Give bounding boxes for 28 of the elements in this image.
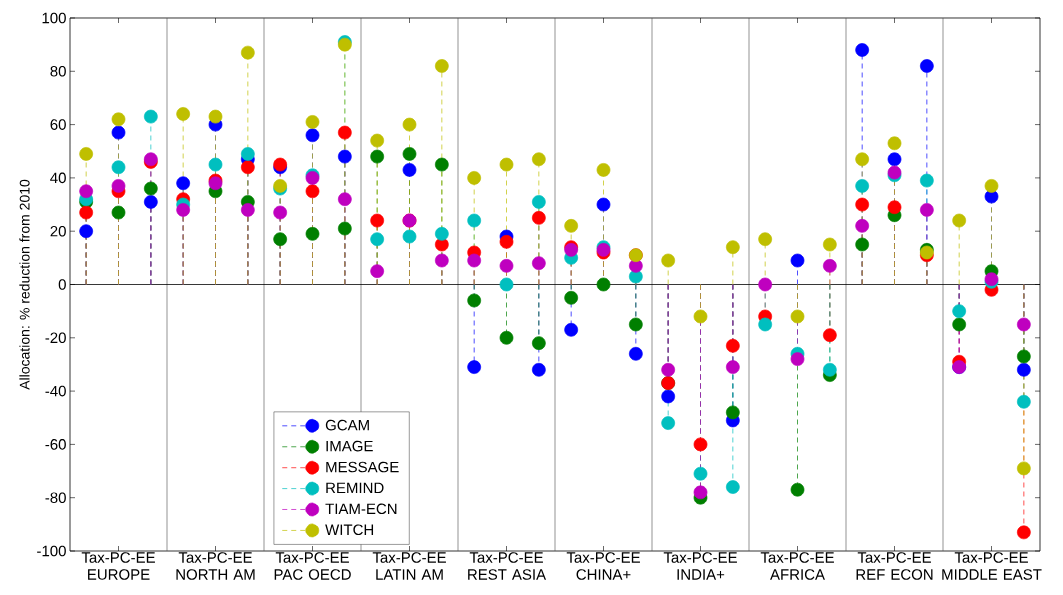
y-tick-label: -20 bbox=[45, 332, 66, 344]
y-tick-label: 20 bbox=[50, 225, 66, 237]
y-tick-label: -100 bbox=[37, 545, 66, 557]
legend-label: MESSAGE bbox=[326, 461, 399, 473]
y-tick-label: 0 bbox=[58, 279, 66, 290]
x-tick-label: Tax-PC-EE REST ASIA bbox=[468, 552, 547, 580]
y-axis-title: Allocation: % reduction from 2010 bbox=[19, 179, 30, 390]
x-tick-label: Tax-PC-EE INDIA+ bbox=[663, 552, 737, 580]
legend-label: REMIND bbox=[326, 482, 384, 494]
x-tick-label: Tax-PC-EE LATIN AM bbox=[372, 552, 446, 580]
x-tick-label: Tax-PC-EE PAC OECD bbox=[274, 552, 351, 580]
x-tick-label: Tax-PC-EE REF ECON bbox=[856, 552, 933, 580]
y-tick-label: 40 bbox=[50, 172, 66, 184]
legend-label: TIAM-ECN bbox=[325, 503, 397, 515]
y-tick-label: -40 bbox=[45, 385, 66, 397]
y-tick-label: 80 bbox=[50, 65, 66, 77]
y-tick-label: 100 bbox=[42, 12, 66, 24]
legend-label: GCAM bbox=[325, 419, 369, 431]
x-tick-label: Tax-PC-EE MIDDLE EAST bbox=[942, 552, 1042, 580]
x-tick-label: Tax-PC-EE NORTH AM bbox=[176, 552, 255, 580]
x-tick-label: Tax-PC-EE EUROPE bbox=[81, 552, 155, 580]
legend-label: WITCH bbox=[325, 524, 374, 536]
y-tick-label: 60 bbox=[50, 119, 66, 130]
x-tick-label: Tax-PC-EE CHINA+ bbox=[566, 552, 640, 580]
y-tick-label: -80 bbox=[45, 492, 66, 503]
y-tick-label: -60 bbox=[45, 439, 66, 450]
x-tick-label: Tax-PC-EE AFRICA bbox=[760, 552, 834, 580]
legend-label: IMAGE bbox=[326, 440, 373, 452]
